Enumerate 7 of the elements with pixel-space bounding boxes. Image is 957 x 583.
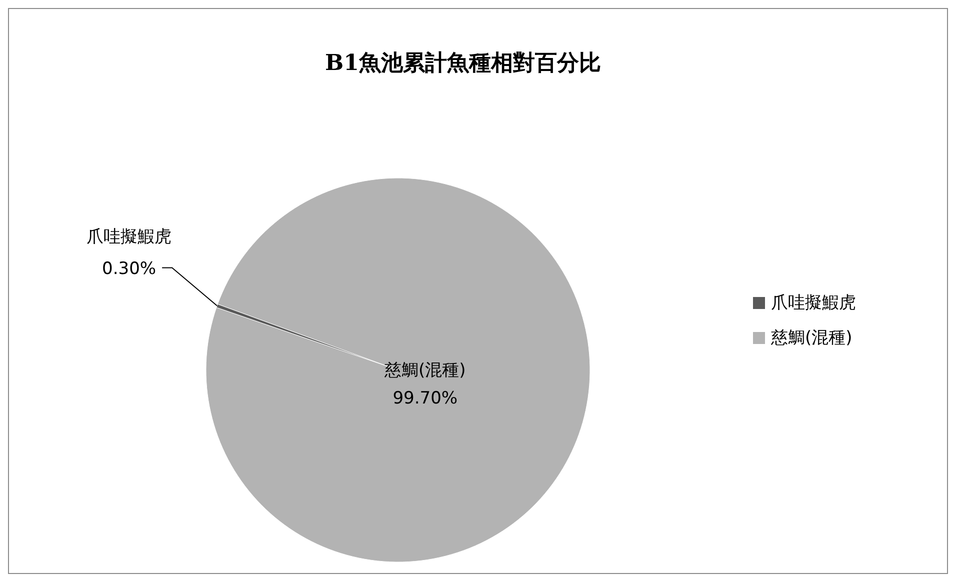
slice-label: 慈鯛(混種) [384, 360, 466, 381]
slice-label: 爪哇擬鰕虎 [86, 226, 172, 247]
chart-title: B1魚池累計魚種相對百分比 [325, 50, 601, 76]
data-label: 0.30% [102, 258, 156, 279]
data-label: 99.70% [392, 388, 458, 409]
legend-label: 慈鯛(混種) [770, 328, 852, 348]
legend-label: 爪哇擬鰕虎 [771, 293, 856, 313]
